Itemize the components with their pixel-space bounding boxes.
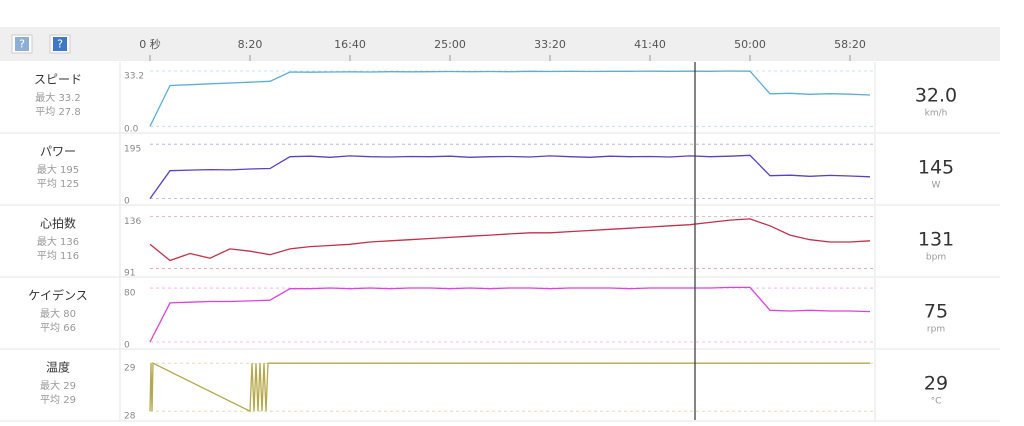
metric-max: 最大 80	[40, 307, 76, 320]
metric-max: 最大 195	[37, 163, 79, 176]
series-line	[149, 70, 871, 127]
y-tick-label: 0	[124, 197, 130, 207]
readout-value: 131	[918, 229, 954, 251]
y-tick-label: 195	[124, 145, 141, 155]
metric-avg: 平均 66	[40, 322, 76, 334]
metric-title: 心拍数	[40, 216, 76, 231]
y-tick-label: 0.0	[124, 125, 139, 135]
x-tick-label: 41:40	[634, 38, 666, 51]
x-tick-label: 8:20	[238, 38, 263, 51]
y-tick-label: 80	[124, 289, 136, 299]
series-line	[149, 218, 871, 262]
metric-avg: 平均 27.8	[35, 106, 80, 118]
metric-title: ケイデンス	[28, 288, 88, 303]
y-tick-label: 29	[124, 364, 136, 374]
metric-avg: 平均 125	[37, 178, 79, 190]
y-tick-label: 91	[124, 269, 135, 279]
series-line	[149, 362, 870, 413]
metric-max: 最大 33.2	[35, 91, 80, 104]
metric-title: スピード	[34, 73, 82, 87]
metric-avg: 平均 116	[37, 250, 79, 262]
x-tick-label: 25:00	[434, 38, 466, 51]
readout-unit: W	[932, 181, 941, 191]
help-icon-text: ?	[57, 38, 63, 51]
toolbar	[0, 27, 1000, 61]
x-tick-label: 50:00	[734, 38, 766, 51]
readout-value: 29	[924, 373, 948, 395]
readout-unit: rpm	[927, 325, 945, 335]
readout-value: 32.0	[915, 85, 957, 107]
y-tick-label: 33.2	[124, 72, 144, 82]
metric-title: 温度	[46, 360, 70, 375]
x-tick-label: 58:20	[834, 38, 866, 51]
metric-title: パワー	[40, 145, 76, 159]
metric-avg: 平均 29	[40, 394, 76, 406]
series-line	[149, 154, 871, 199]
help-icon	[53, 37, 67, 51]
readout-value: 75	[924, 301, 948, 323]
x-tick-label: 33:20	[534, 38, 566, 51]
y-tick-label: 28	[124, 412, 136, 422]
readout-unit: km/h	[925, 109, 948, 119]
readout-unit: °C	[931, 397, 942, 407]
y-tick-label: 136	[124, 217, 141, 227]
metric-max: 最大 29	[40, 379, 76, 392]
metric-max: 最大 136	[37, 235, 79, 248]
y-tick-label: 0	[124, 341, 130, 351]
x-tick-label: 16:40	[334, 38, 366, 51]
x-tick-label: 0 秒	[139, 37, 161, 51]
readout-unit: bpm	[926, 253, 946, 263]
help-icon	[15, 37, 29, 51]
series-line	[149, 286, 871, 343]
help-icon-text: ?	[19, 38, 25, 51]
readout-value: 145	[918, 157, 954, 179]
